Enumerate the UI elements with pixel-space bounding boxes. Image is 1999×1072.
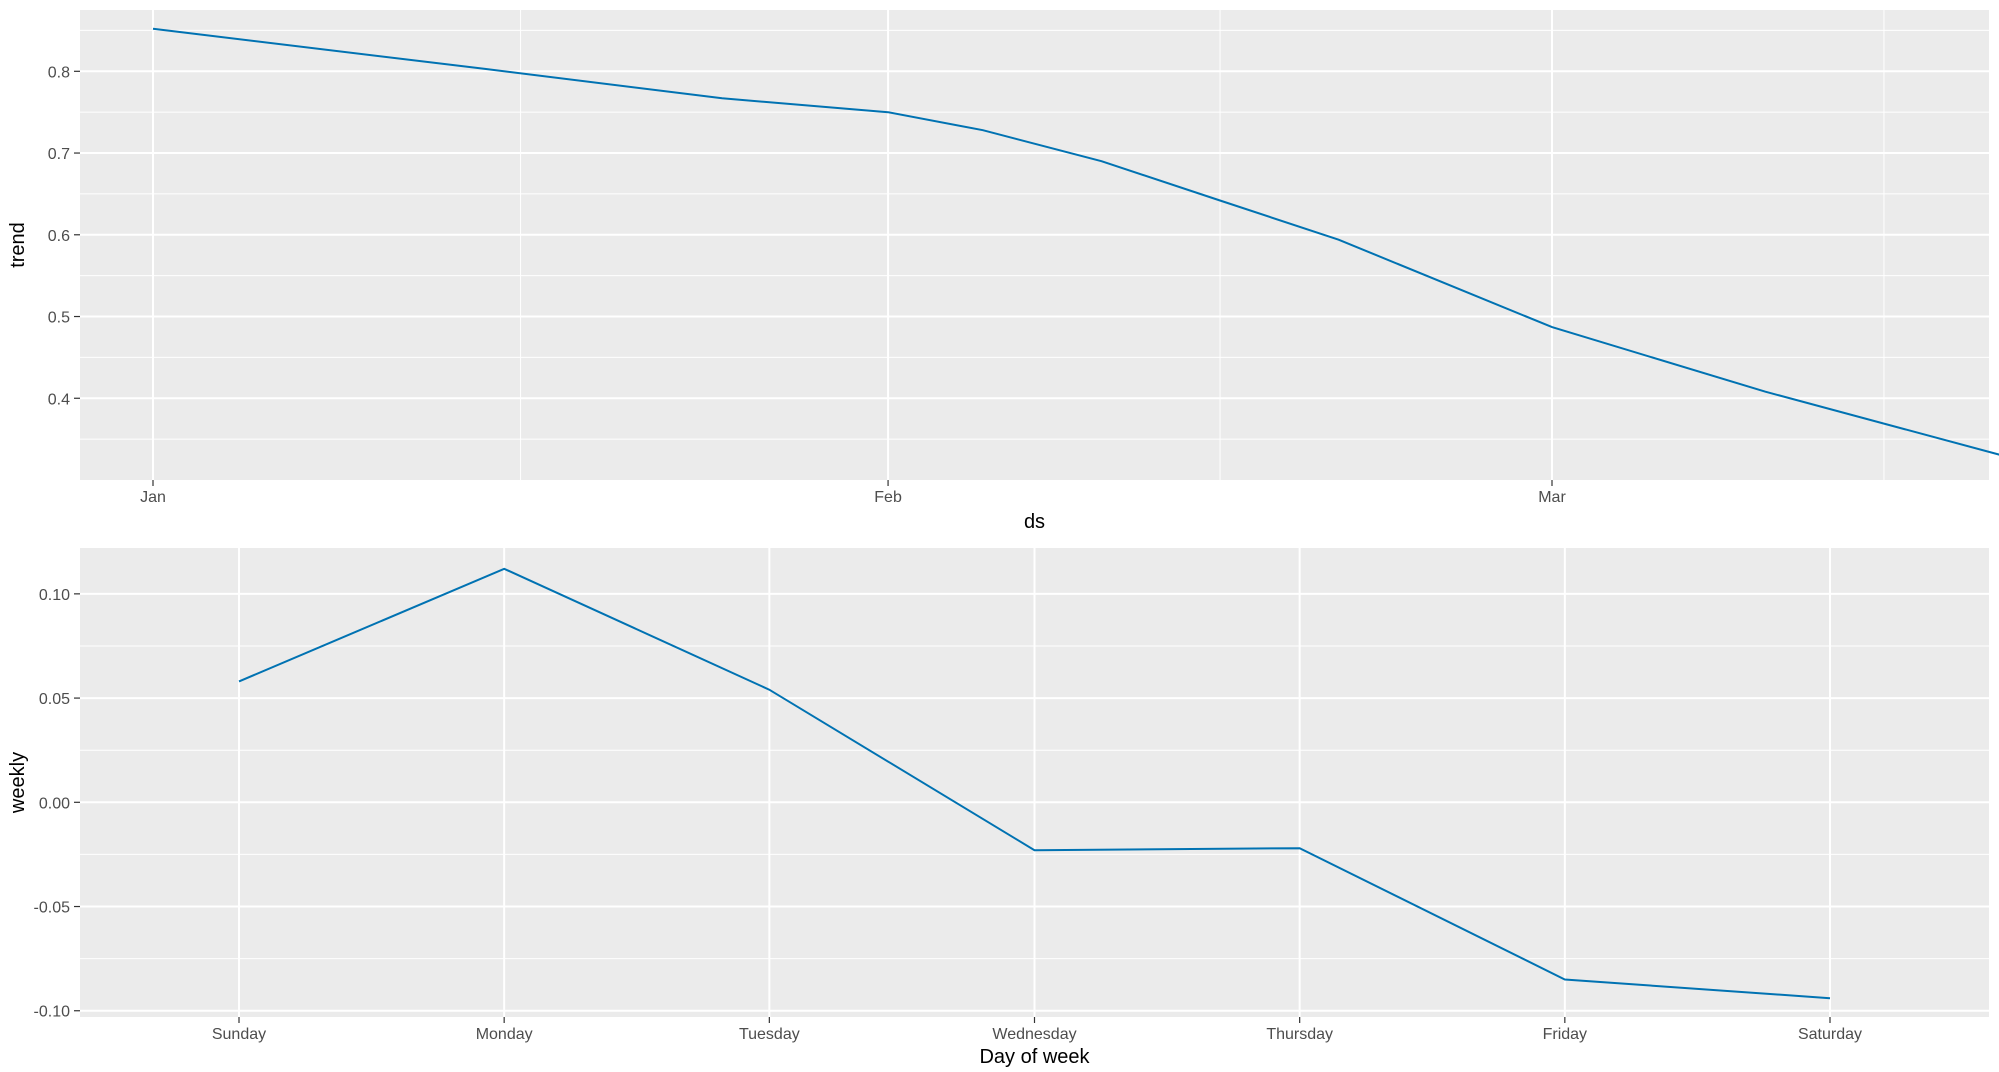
- weekly-y-tick-label: 0.00: [39, 795, 70, 812]
- weekly-x-axis-title: Day of week: [979, 1046, 1090, 1068]
- weekly-x-tick-label: Tuesday: [739, 1026, 800, 1043]
- weekly-x-ticks: Sunday Monday Tuesday Wednesday Thursday Frid…: [212, 1017, 1862, 1043]
- weekly-y-tick-label: -0.05: [34, 900, 71, 917]
- trend-x-tick-label: Jan: [140, 489, 166, 506]
- weekly-y-ticks: -0.10 -0.05 0.00 0.05 0.10: [34, 587, 80, 1021]
- trend-plot-background: [80, 10, 1989, 480]
- trend-y-tick-label: 0.5: [48, 310, 70, 327]
- trend-panel: 0.4 0.5 0.6 0.7 0.8 Jan Feb Mar ds trend: [7, 10, 1999, 533]
- weekly-x-tick-label: Wednesday: [992, 1026, 1076, 1043]
- weekly-x-tick-label: Thursday: [1266, 1026, 1333, 1043]
- trend-y-tick-label: 0.6: [48, 228, 70, 245]
- weekly-series-line: [238, 567, 1831, 1000]
- trend-x-tick-label: Feb: [874, 489, 902, 506]
- weekly-x-tick-label: Saturday: [1798, 1026, 1862, 1043]
- trend-y-tick-label: 0.8: [48, 64, 70, 81]
- weekly-y-tick-label: 0.10: [39, 587, 70, 604]
- weekly-y-tick-label: 0.05: [39, 691, 70, 708]
- trend-gridlines: [80, 10, 1989, 480]
- trend-x-tick-label: Mar: [1538, 489, 1566, 506]
- trend-y-tick-label: 0.7: [48, 146, 70, 163]
- weekly-y-axis-title: weekly: [7, 752, 29, 814]
- trend-x-axis-title: ds: [1024, 511, 1045, 533]
- trend-y-axis-title: trend: [7, 222, 29, 268]
- weekly-x-tick-label: Monday: [476, 1026, 533, 1043]
- weekly-panel: -0.10 -0.05 0.00 0.05 0.10 Sunday Monday Tuesd…: [7, 548, 1989, 1068]
- weekly-x-tick-label: Friday: [1543, 1026, 1587, 1043]
- weekly-x-tick-label: Sunday: [212, 1026, 266, 1043]
- weekly-y-tick-label: -0.10: [34, 1004, 71, 1021]
- trend-y-ticks: 0.4 0.5 0.6 0.7 0.8: [48, 64, 80, 408]
- trend-x-ticks: Jan Feb Mar: [140, 480, 1566, 506]
- trend-series-line: [152, 27, 1999, 456]
- trend-y-tick-label: 0.4: [48, 391, 70, 408]
- weekly-gridlines: [80, 548, 1989, 1017]
